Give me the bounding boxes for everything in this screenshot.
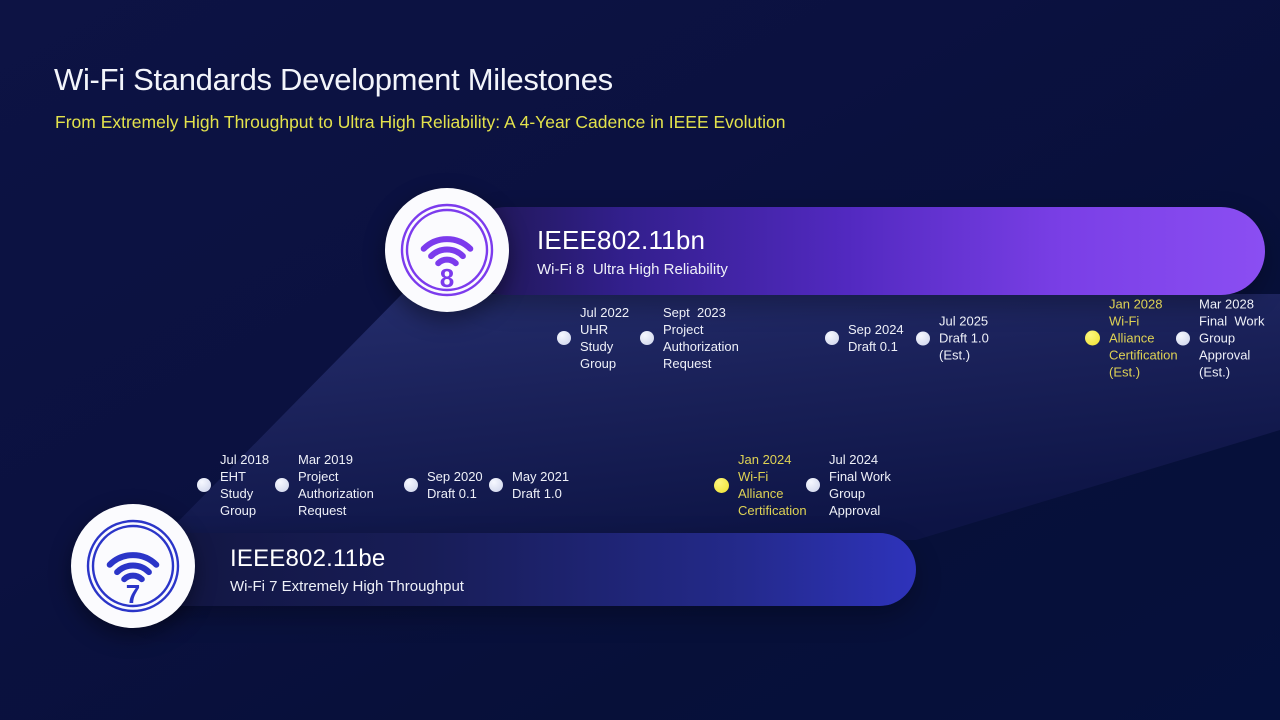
milestone-dot (916, 331, 930, 345)
milestone-label: Sep 2020 Draft 0.1 (427, 469, 483, 501)
wifi7-badge: 7 (71, 504, 195, 628)
milestone-label: Sep 2024 Draft 0.1 (848, 322, 904, 354)
milestone-item: Sept 2023 Project Authorization Request (640, 304, 739, 372)
wifi8-generation-label: Wi-Fi 8 Ultra High Reliability (537, 260, 728, 278)
milestone-dot (806, 478, 820, 492)
wifi8-number: 8 (440, 263, 454, 293)
milestone-label: Jul 2022 UHR Study Group (580, 305, 630, 371)
milestone-dot (825, 331, 839, 345)
wifi7-number: 7 (126, 579, 140, 609)
milestone-label: Jan 2028 Wi-Fi Alliance Certification (Est.) (1109, 296, 1178, 380)
wifi-8-icon: 8 (400, 203, 494, 297)
milestone-dot (197, 478, 211, 492)
page-title: Wi-Fi Standards Development Milestones (54, 62, 613, 97)
milestone-dot (275, 478, 289, 492)
milestone-label: Jul 2018 EHT Study Group (220, 452, 270, 518)
milestone-label: Jul 2024 Final Work Group Approval (829, 452, 891, 518)
milestone-dot (557, 331, 571, 345)
milestone-item: Mar 2019 Project Authorization Request (275, 451, 374, 519)
wifi8-badge: 8 (385, 188, 509, 312)
wifi8-standard-name: IEEE802.11bn (537, 224, 706, 255)
milestone-item: Jul 2024 Final Work Group Approval (806, 451, 891, 519)
milestone-item: Sep 2020 Draft 0.1 (404, 468, 483, 502)
wifi7-generation-label: Wi-Fi 7 Extremely High Throughput (230, 578, 464, 595)
milestone-item: Jan 2028 Wi-Fi Alliance Certification (Est.) (1085, 296, 1178, 381)
wifi-7-icon: 7 (86, 519, 180, 613)
milestone-item: Jul 2025 Draft 1.0 (Est.) (916, 313, 989, 364)
milestone-label: Jul 2025 Draft 1.0 (Est.) (939, 313, 989, 363)
milestone-label: Jan 2024 Wi-Fi Alliance Certification (738, 452, 807, 518)
wifi7-standard-name: IEEE802.11be (230, 545, 386, 572)
page-subtitle: From Extremely High Throughput to Ultra … (55, 112, 786, 132)
milestone-label: Mar 2019 Project Authorization Request (298, 452, 374, 518)
milestone-item: May 2021 Draft 1.0 (489, 468, 569, 502)
milestone-dot (1176, 331, 1190, 345)
milestone-label: Mar 2028 Final Work Group Approval (Est.) (1199, 296, 1265, 380)
milestone-item: Jan 2024 Wi-Fi Alliance Certification (714, 451, 807, 519)
milestone-item: Jul 2022 UHR Study Group (557, 304, 629, 372)
wifi7-banner-text: IEEE802.11be Wi-Fi 7 Extremely High Thro… (230, 538, 464, 602)
milestone-item: Sep 2024 Draft 0.1 (825, 321, 904, 355)
milestone-dot (489, 478, 503, 492)
milestone-dot-highlight (1085, 330, 1100, 346)
milestone-dot (640, 331, 654, 345)
milestone-dot-highlight (714, 477, 729, 493)
milestone-item: Mar 2028 Final Work Group Approval (Est.) (1176, 296, 1265, 381)
wifi7-banner (130, 533, 916, 606)
wifi8-banner (462, 207, 1265, 295)
wifi8-banner-text: IEEE802.11bn Wi-Fi 8 Ultra High Reliabil… (537, 215, 728, 287)
milestone-label: Sept 2023 Project Authorization Request (663, 305, 739, 371)
milestone-dot (404, 478, 418, 492)
milestone-label: May 2021 Draft 1.0 (512, 469, 570, 501)
milestone-item: Jul 2018 EHT Study Group (197, 451, 269, 519)
